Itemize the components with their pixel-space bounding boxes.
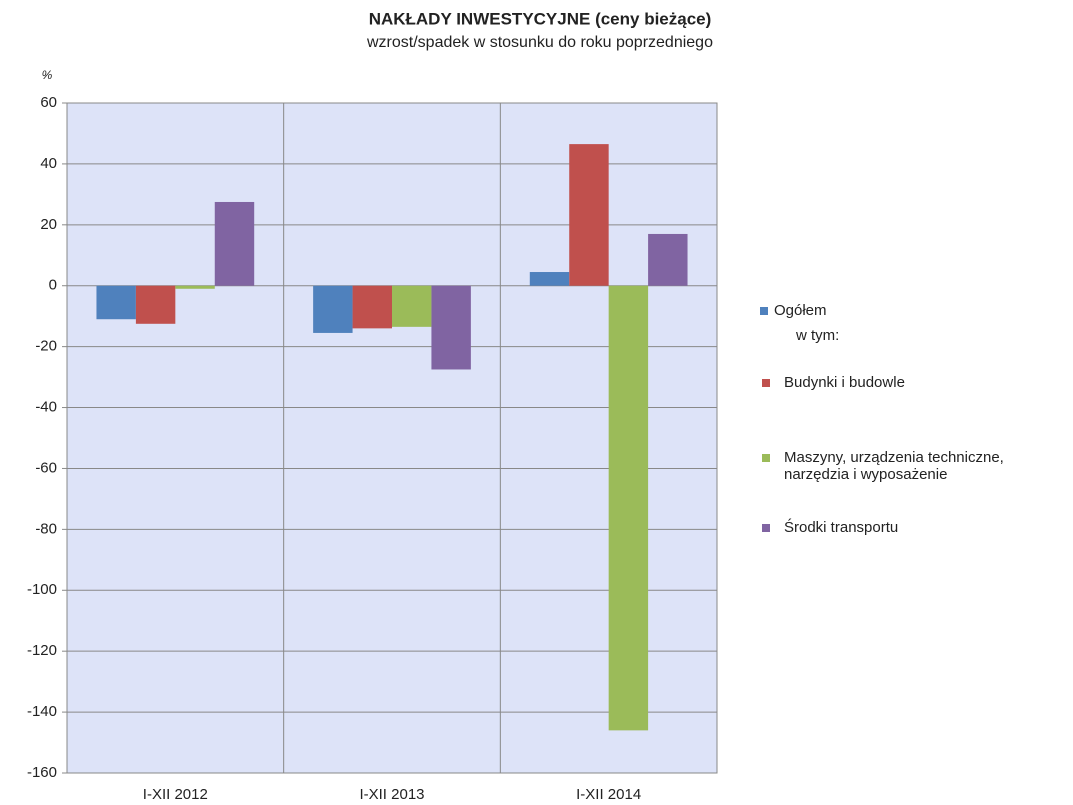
legend-label: Środki transportu — [784, 519, 899, 536]
y-tick-label: -160 — [27, 764, 57, 781]
legend-label: Budynki i budowle — [784, 374, 905, 391]
y-tick-label: -60 — [35, 459, 57, 476]
legend-item: Budynki i budowle — [762, 374, 1070, 391]
y-tick-label: 60 — [40, 94, 57, 111]
chart-title: NAKŁADY INWESTYCYJNE (ceny bieżące) — [369, 9, 712, 28]
bar — [529, 272, 570, 286]
x-tick-label: I-XII 2013 — [359, 786, 424, 803]
legend-label: Maszyny, urządzenia techniczne, narzędzi… — [784, 449, 1004, 483]
y-tick-label: 0 — [49, 277, 57, 294]
bar — [135, 285, 176, 324]
y-tick-label: -140 — [27, 703, 57, 720]
bar — [96, 285, 136, 320]
y-tick-label: -120 — [27, 642, 57, 659]
legend-item: Ogółem — [760, 302, 1070, 319]
legend-swatch — [762, 379, 770, 387]
bar — [608, 285, 649, 731]
legend-item: Środki transportu — [762, 519, 1070, 536]
y-tick-label: -80 — [35, 520, 57, 537]
bar — [431, 285, 471, 370]
y-tick-label: -20 — [35, 338, 57, 355]
bar — [352, 285, 392, 329]
legend-label: Ogółem — [774, 302, 827, 319]
bar — [313, 285, 353, 333]
bar — [392, 285, 432, 327]
x-tick-label: I-XII 2014 — [576, 786, 641, 803]
bar — [214, 201, 255, 286]
y-tick-label: -40 — [35, 399, 57, 416]
y-tick-label: -100 — [27, 581, 57, 598]
chart-subtitle: wzrost/spadek w stosunku do roku poprzed… — [366, 34, 713, 51]
legend-item: Maszyny, urządzenia techniczne, narzędzi… — [762, 449, 1070, 483]
legend-swatch — [762, 454, 770, 462]
x-tick-label: I-XII 2012 — [143, 786, 208, 803]
bar — [175, 285, 215, 289]
legend-swatch — [762, 524, 770, 532]
legend-note: w tym: — [796, 327, 840, 344]
bar — [569, 144, 609, 286]
bar — [648, 233, 688, 286]
y-tick-label: 20 — [40, 216, 57, 233]
y-axis-label: % — [42, 68, 53, 82]
y-tick-label: 40 — [40, 155, 57, 172]
legend-swatch — [760, 307, 768, 315]
legend: Ogółem w tym: Budynki i budowle Maszyny, ur… — [760, 302, 1070, 536]
